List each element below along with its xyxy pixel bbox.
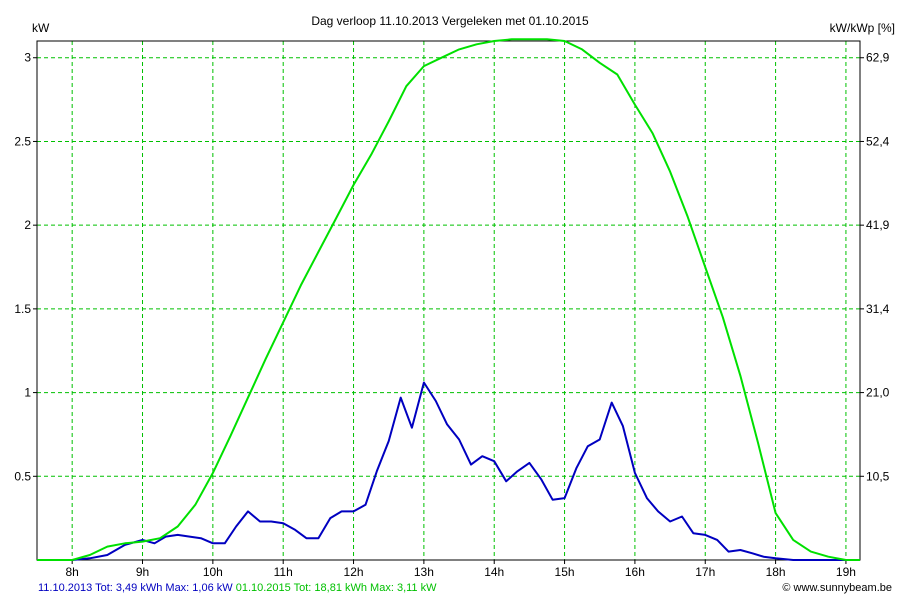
y2-tick-label: 10,5 — [866, 469, 890, 483]
x-tick-label: 13h — [414, 565, 434, 579]
chart-footer: 11.10.2013 Tot: 3,49 kWh Max: 1,06 kW 01… — [38, 582, 436, 594]
y2-tick-label: 21,0 — [866, 386, 890, 400]
y-tick-label: 1 — [24, 386, 31, 400]
y-tick-label: 3 — [24, 51, 31, 65]
y2-tick-label: 31,4 — [866, 302, 890, 316]
y-axis-left: 0.5 1 1.5 2 2.5 3 — [14, 51, 37, 483]
series-1-summary: 11.10.2013 Tot: 3,49 kWh Max: 1,06 kW — [38, 582, 233, 594]
x-tick-label: 8h — [65, 565, 78, 579]
x-tick-label: 14h — [484, 565, 504, 579]
x-tick-label: 9h — [136, 565, 149, 579]
series-line-2 — [37, 38, 860, 561]
y-tick-label: 2.5 — [14, 134, 31, 148]
x-tick-label: 18h — [766, 565, 786, 579]
y-axis-left-label: kW — [32, 21, 50, 35]
y-axis-right-label: kW/kWp [%] — [830, 21, 895, 35]
x-tick-label: 15h — [555, 565, 575, 579]
x-tick-label: 11h — [274, 565, 293, 579]
copyright-text: © www.sunnybeam.be — [782, 582, 892, 594]
grid — [37, 41, 860, 560]
y-tick-label: 0.5 — [14, 469, 31, 483]
x-axis: 8h 9h 10h 11h 12h 13h 14h 15h 16h 17h 18h 19h — [65, 560, 856, 579]
series-2-summary: 01.10.2015 Tot: 18,81 kWh Max: 3,11 kW — [235, 582, 437, 594]
chart-title: Dag verloop 11.10.2013 Vergeleken met 01… — [311, 14, 589, 28]
y2-tick-label: 41,9 — [866, 218, 890, 232]
x-tick-label: 17h — [695, 565, 715, 579]
y-tick-label: 2 — [24, 218, 31, 232]
series-line-1 — [72, 381, 846, 561]
y2-tick-label: 52,4 — [866, 134, 890, 148]
x-tick-label: 16h — [625, 565, 645, 579]
x-tick-label: 10h — [203, 565, 223, 579]
plot-frame — [36, 40, 861, 561]
y2-tick-label: 62,9 — [866, 51, 890, 65]
series-lines — [37, 38, 860, 561]
x-tick-label: 12h — [344, 565, 364, 579]
y-tick-label: 1.5 — [14, 302, 31, 316]
x-tick-label: 19h — [836, 565, 856, 579]
y-axis-right: 10,5 21,0 31,4 41,9 52,4 62,9 — [860, 51, 890, 483]
